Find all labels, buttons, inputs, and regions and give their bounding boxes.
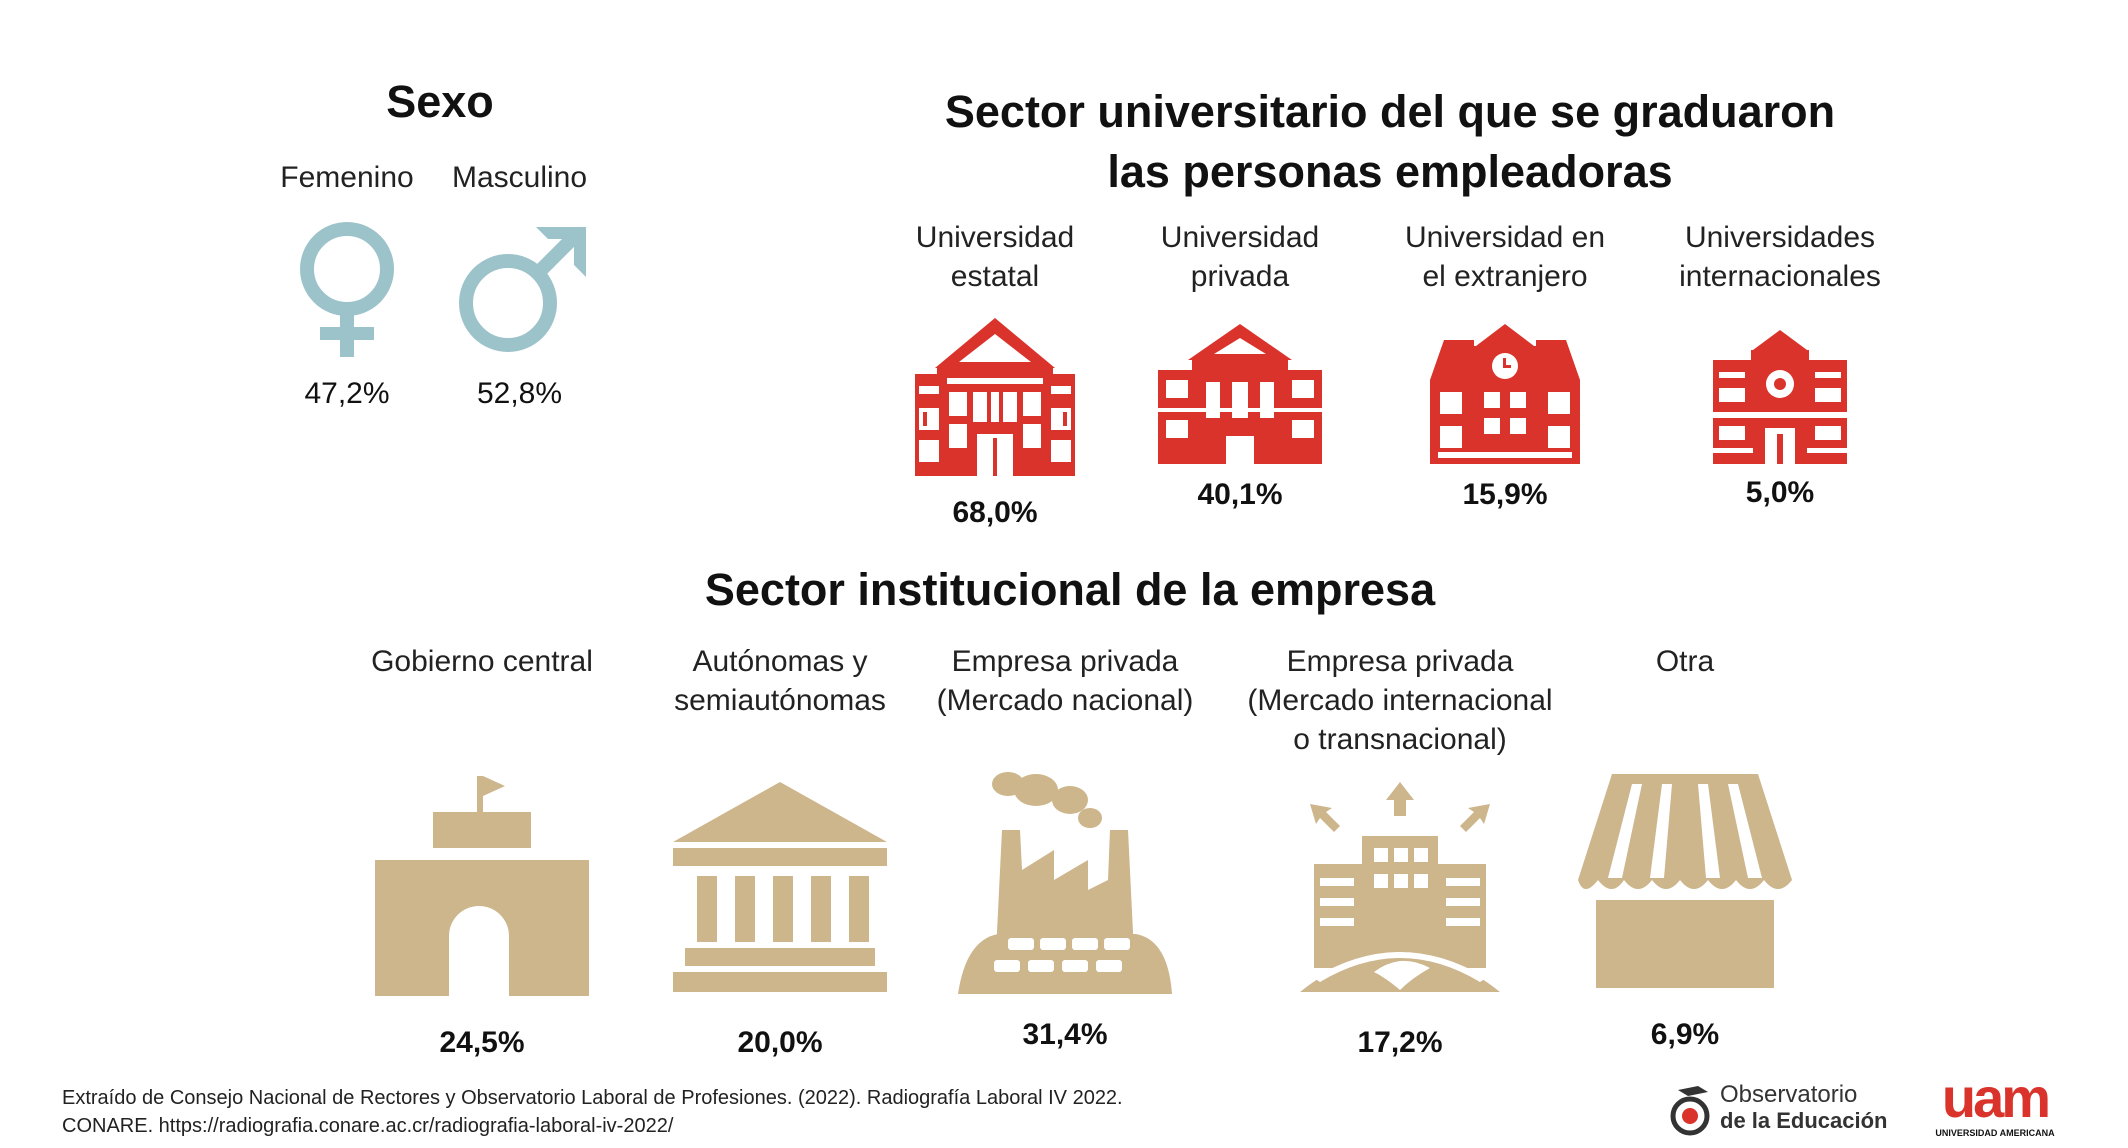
government-building-icon bbox=[375, 776, 589, 996]
columns-building-icon bbox=[673, 782, 887, 992]
sector-label: Autónomas y semiautónomas bbox=[674, 645, 886, 717]
sector-item-autonomas: Autónomas y semiautónomas 20,0% bbox=[650, 642, 910, 1060]
gender-label: Femenino bbox=[280, 161, 414, 194]
university-title-line1: Sector universitario del que se graduaro… bbox=[944, 86, 1836, 137]
gender-value: 47,2% bbox=[304, 377, 390, 410]
sector-value: 6,9% bbox=[1650, 1018, 1720, 1051]
observatorio-logo-icon bbox=[1670, 1086, 1710, 1136]
sector-value: 24,5% bbox=[439, 1026, 525, 1059]
female-symbol-icon bbox=[300, 222, 394, 357]
factory-icon bbox=[958, 772, 1172, 994]
gender-female: Femenino 47,2% bbox=[262, 158, 432, 411]
source-citation: Extraído de Consejo Nacional de Rectores… bbox=[62, 1087, 1123, 1137]
sector-value: 20,0% bbox=[737, 1026, 823, 1059]
sector-value: 17,2% bbox=[1357, 1026, 1443, 1059]
university-item-extranjero: Universidad en el extranjero 15,9% bbox=[1380, 218, 1630, 512]
university-label: Universidades internacionales bbox=[1679, 221, 1881, 293]
university-title-line2: las personas empleadoras bbox=[1107, 146, 1673, 197]
storefront-icon bbox=[1578, 774, 1792, 988]
sector-label: Otra bbox=[1655, 645, 1715, 678]
sexo-title: Sexo bbox=[386, 76, 494, 127]
gender-male: Masculino 52,8% bbox=[432, 158, 607, 411]
university-value: 5,0% bbox=[1745, 476, 1815, 509]
university-title: Sector universitario del que se graduaro… bbox=[860, 82, 1920, 202]
university-label: Universidad en el extranjero bbox=[1404, 221, 1606, 293]
observatorio-line2: de la Educación bbox=[1720, 1108, 1888, 1133]
global-building-icon bbox=[1300, 782, 1500, 992]
international-university-building-icon bbox=[1713, 330, 1847, 464]
sector-label: Gobierno central bbox=[371, 645, 593, 678]
observatorio-line1: Observatorio bbox=[1720, 1081, 1858, 1108]
sector-value: 31,4% bbox=[1022, 1018, 1108, 1051]
uam-name: UNIVERSIDAD AMERICANA bbox=[1935, 1128, 2055, 1138]
state-university-building-icon bbox=[915, 318, 1075, 476]
university-value: 40,1% bbox=[1197, 478, 1283, 511]
sector-title: Sector institucional de la empresa bbox=[704, 564, 1436, 615]
gender-value: 52,8% bbox=[476, 377, 563, 410]
gender-label: Masculino bbox=[451, 161, 588, 194]
observatorio-logo: Observatorio de la Educación bbox=[1668, 1082, 1898, 1142]
sector-item-otra: Otra 6,9% bbox=[1560, 642, 1810, 1052]
university-value: 15,9% bbox=[1462, 478, 1548, 511]
foreign-university-building-icon bbox=[1430, 324, 1580, 464]
university-item-privada: Universidad privada 40,1% bbox=[1120, 218, 1360, 512]
uam-mark: uam bbox=[1941, 1066, 2051, 1129]
private-university-building-icon bbox=[1158, 324, 1322, 464]
university-item-internacionales: Universidades internacionales 5,0% bbox=[1650, 218, 1910, 510]
university-item-estatal: Universidad estatal 68,0% bbox=[880, 218, 1110, 530]
sector-label: Empresa privada (Mercado internacional o… bbox=[1247, 645, 1553, 756]
sector-item-privada-internacional: Empresa privada (Mercado internacional o… bbox=[1225, 642, 1575, 1060]
university-value: 68,0% bbox=[952, 496, 1038, 529]
sector-item-privada-nacional: Empresa privada (Mercado nacional) 31,4% bbox=[930, 642, 1200, 1052]
sector-label: Empresa privada (Mercado nacional) bbox=[936, 645, 1194, 717]
university-label: Universidad privada bbox=[1160, 221, 1320, 293]
uam-logo: uam UNIVERSIDAD AMERICANA bbox=[1920, 1066, 2070, 1142]
male-symbol-icon bbox=[458, 227, 586, 352]
sector-item-gobierno: Gobierno central 24,5% bbox=[352, 642, 612, 1060]
university-label: Universidad estatal bbox=[915, 221, 1075, 293]
